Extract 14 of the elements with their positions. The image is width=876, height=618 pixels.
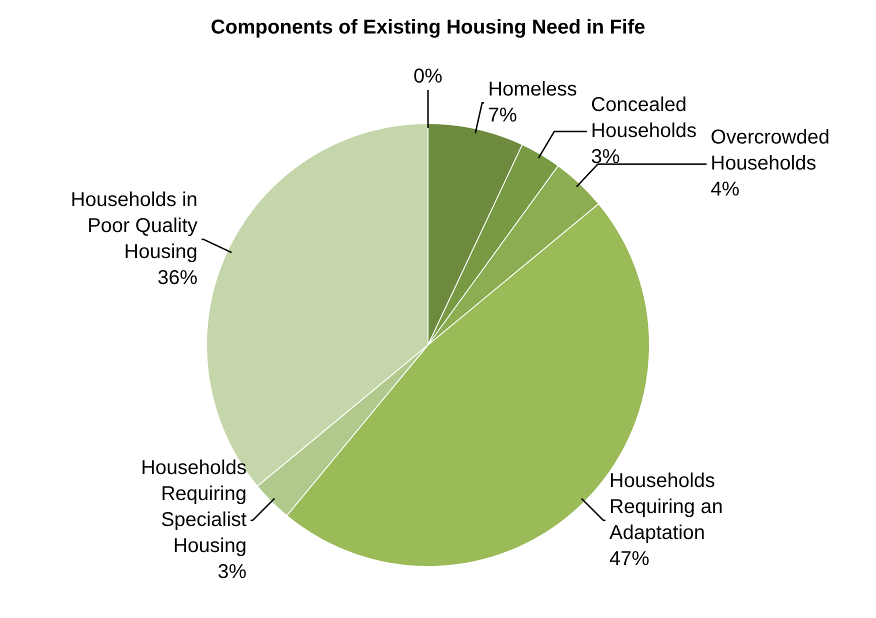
slice-label: Households Requiring Specialist Housing xyxy=(140,456,248,557)
slice-label: Homeless xyxy=(488,78,578,100)
slice-label: Concealed Households xyxy=(591,94,697,142)
data-label: 3% xyxy=(591,146,620,168)
slice-label: Households in Poor Quality Housing xyxy=(70,188,198,263)
data-label: 47% xyxy=(609,548,650,570)
text: 0% xyxy=(414,65,442,88)
slice-label: Households Requiring an Adaptation xyxy=(609,470,723,544)
data-label: 4% xyxy=(710,178,740,201)
data-label: 7% xyxy=(488,104,518,126)
data-label: 3% xyxy=(218,560,247,583)
slice-label: Overcrowded Households xyxy=(710,126,830,175)
chart-title: Components of Existing Housing Need in Fife xyxy=(210,16,646,39)
data-label: 36% xyxy=(158,266,198,289)
